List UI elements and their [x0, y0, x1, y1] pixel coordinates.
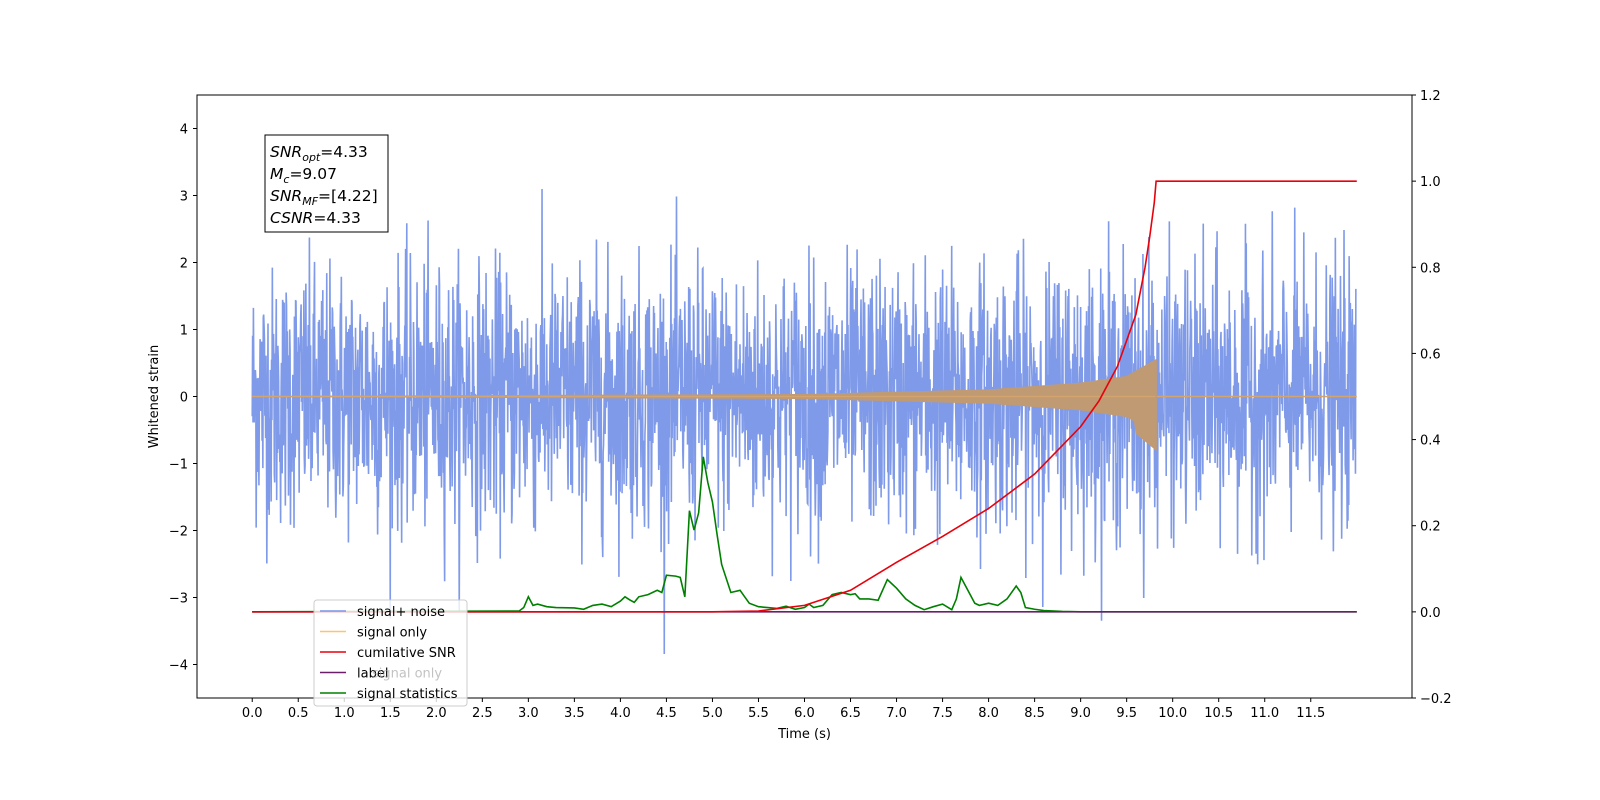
x-tick-label: 11.0 [1250, 706, 1279, 721]
annotation-box: SNRopt=4.33 Mc=9.07 SNRMF=[4.22] CSNR=4.… [264, 134, 389, 233]
y2-tick-label: 0.6 [1420, 347, 1441, 362]
x-tick-label: 0.5 [288, 706, 309, 721]
legend-label: signal+ noise [357, 605, 445, 620]
x-tick-label: 4.5 [656, 706, 677, 721]
x-tick-label: 10.0 [1158, 706, 1187, 721]
x-tick-label: 3.0 [518, 706, 539, 721]
y-tick-label: −4 [169, 659, 188, 674]
x-tick-label: 2.0 [426, 706, 447, 721]
signal-plus-noise-line [251, 188, 1357, 654]
legend-label: signal only [357, 626, 427, 641]
signal-only-envelope [251, 358, 1157, 451]
y2-tick-label: −0.2 [1420, 692, 1452, 707]
x-tick-label: 9.5 [1116, 706, 1137, 721]
legend-overlap-text: signal only [372, 667, 442, 682]
x-tick-label: 9.0 [1070, 706, 1091, 721]
y2-tick-label: 0.2 [1420, 520, 1441, 535]
legend-box [313, 599, 468, 707]
y2-tick-label: 0.0 [1420, 606, 1441, 621]
csnr-text: CSNR=4.33 [270, 209, 361, 227]
x-tick-label: 8.0 [978, 706, 999, 721]
y2-axis-ticks: 1.2 1.0 0.8 0.6 0.4 0.2 0.0 −0.2 [1412, 89, 1452, 707]
legend-label: label [357, 667, 388, 682]
y2-tick-label: 0.8 [1420, 261, 1441, 276]
x-tick-label: 5.5 [748, 706, 769, 721]
y-tick-label: 2 [180, 257, 188, 272]
x-tick-label: 0.0 [242, 706, 263, 721]
y2-tick-label: 1.0 [1420, 175, 1441, 190]
x-tick-label: 6.0 [794, 706, 815, 721]
snr-opt-text: SNRopt=4.33 [270, 143, 368, 164]
legend-label: cumilative SNR [357, 646, 456, 661]
mc-text: Mc=9.07 [270, 165, 337, 186]
snr-mf-text: SNRMF=[4.22] [270, 187, 378, 208]
legend-label: signal statistics [357, 687, 458, 702]
x-tick-label: 7.0 [886, 706, 907, 721]
x-tick-label: 6.5 [840, 706, 861, 721]
signal-statistics-line [252, 456, 1357, 613]
legend: signal+ noise signal only cumilative SNR la… [313, 599, 468, 707]
y-axis-label: Whitened strain [147, 345, 162, 448]
x-tick-label: 1.0 [334, 706, 355, 721]
x-tick-label: 2.5 [472, 706, 493, 721]
y-tick-label: 3 [180, 190, 188, 205]
y-tick-label: −3 [169, 592, 188, 607]
x-axis-label: Time (s) [777, 727, 831, 742]
x-axis-ticks: 0.0 0.5 1.0 1.5 2.0 2.5 3.0 3.5 4.0 4.5 5.0 5.5 6.0 6… [242, 698, 1325, 721]
y2-tick-label: 0.4 [1420, 434, 1441, 449]
y-tick-label: 0 [180, 391, 188, 406]
x-tick-label: 3.5 [564, 706, 585, 721]
x-tick-label: 4.0 [610, 706, 631, 721]
signal-plus-noise-series [251, 188, 1357, 654]
y-tick-label: 4 [180, 123, 188, 138]
y-axis-ticks: 4 3 2 1 0 −1 −2 −3 −4 [169, 123, 197, 674]
y-tick-label: −1 [169, 458, 188, 473]
cumulative-snr-line [252, 180, 1357, 613]
x-tick-label: 10.5 [1204, 706, 1233, 721]
x-tick-label: 8.5 [1024, 706, 1045, 721]
y2-tick-label: 1.2 [1420, 89, 1441, 104]
x-tick-label: 1.5 [380, 706, 401, 721]
y-tick-label: 1 [180, 324, 188, 339]
y-tick-label: −2 [169, 525, 188, 540]
x-tick-label: 11.5 [1296, 706, 1325, 721]
x-tick-label: 7.5 [932, 706, 953, 721]
signal-only-series [251, 358, 1357, 451]
x-tick-label: 5.0 [702, 706, 723, 721]
